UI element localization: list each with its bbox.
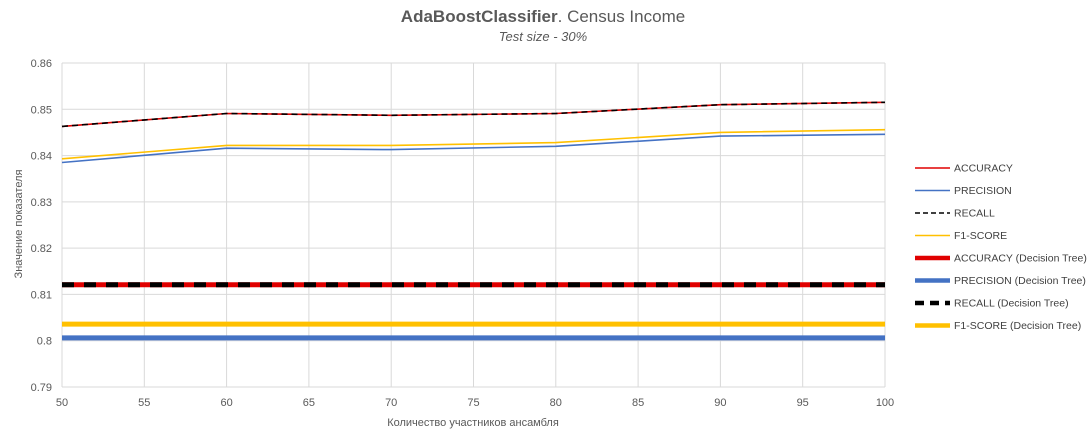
chart-title-bold: AdaBoostClassifier [401, 7, 558, 26]
y-tick-label: 0.79 [31, 382, 52, 394]
series-line-precision [61, 133, 886, 164]
y-tick-label: 0.86 [31, 58, 52, 70]
series-line-recall [61, 101, 886, 128]
y-tick-label: 0.85 [31, 104, 52, 116]
x-tick-label: 60 [220, 397, 232, 409]
x-tick-label: 95 [797, 397, 809, 409]
x-axis-title: Количество участников ансамбля [387, 417, 559, 429]
series-lines [61, 101, 886, 341]
chart-subtitle: Test size - 30% [499, 29, 587, 44]
legend-label: PRECISION [954, 185, 1012, 197]
y-tick-labels: 0.79 0.8 0.81 0.82 0.83 0.84 0.85 0.86 [31, 58, 52, 394]
legend-label: PRECISION (Decision Tree) [954, 275, 1086, 287]
x-tick-label: 75 [467, 397, 479, 409]
x-tick-label: 90 [714, 397, 726, 409]
x-tick-label: 100 [876, 397, 894, 409]
chart-title: AdaBoostClassifier. Census Income [401, 7, 685, 26]
legend: ACCURACY PRECISION RECALL F1-SCORE ACCURACY … [915, 163, 1087, 332]
legend-label: ACCURACY [954, 163, 1013, 175]
y-tick-label: 0.8 [37, 336, 52, 348]
x-tick-label: 80 [550, 397, 562, 409]
gridlines [61, 62, 886, 388]
y-tick-label: 0.83 [31, 197, 52, 209]
y-tick-label: 0.81 [31, 289, 52, 301]
x-tick-labels: 50 55 60 65 70 75 80 85 90 95 100 [56, 397, 894, 409]
x-tick-label: 70 [385, 397, 397, 409]
y-tick-label: 0.84 [31, 151, 52, 163]
x-tick-label: 50 [56, 397, 68, 409]
chart-title-rest: . Census Income [558, 7, 686, 26]
legend-label: F1-SCORE (Decision Tree) [954, 320, 1081, 332]
y-tick-label: 0.82 [31, 243, 52, 255]
x-tick-label: 55 [138, 397, 150, 409]
legend-label: F1-SCORE [954, 230, 1007, 242]
x-tick-label: 85 [632, 397, 644, 409]
legend-label: ACCURACY (Decision Tree) [954, 253, 1087, 265]
legend-label: RECALL [954, 208, 995, 220]
x-tick-label: 65 [303, 397, 315, 409]
y-axis-title: Значение показателя [13, 169, 25, 278]
legend-label: RECALL (Decision Tree) [954, 298, 1069, 310]
series-line-f1-score [61, 128, 886, 160]
